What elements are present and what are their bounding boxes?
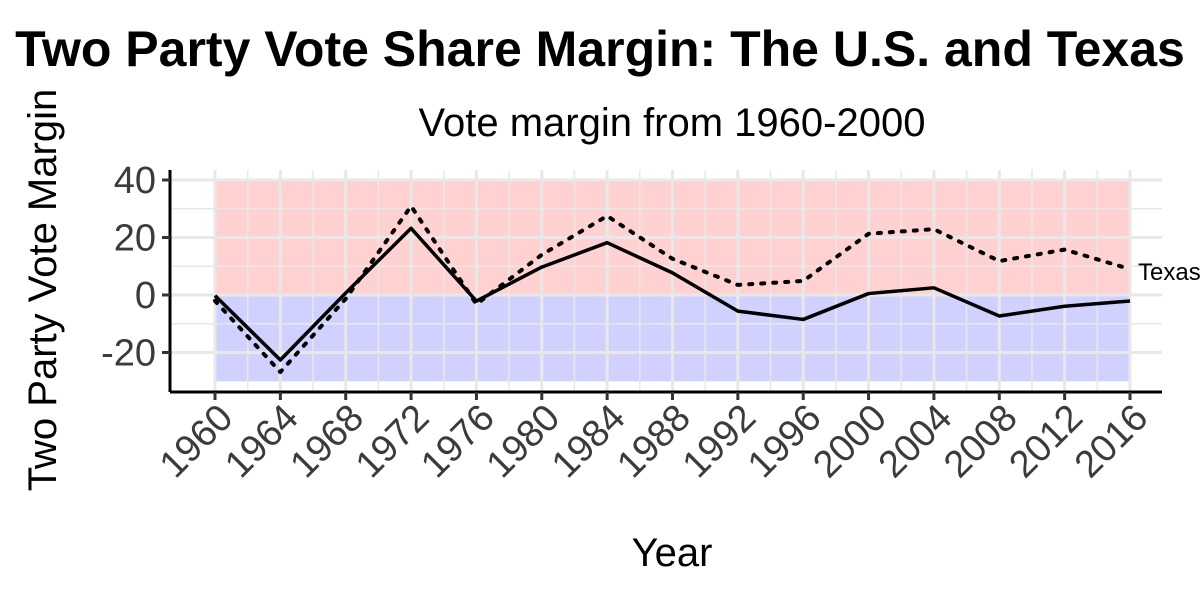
- y-axis-ticks: 40 20 0 -20: [101, 160, 170, 375]
- x-tick-label: 2008: [936, 397, 1025, 486]
- x-tick-label: 1960: [152, 397, 241, 486]
- x-tick-label: 2016: [1067, 397, 1156, 486]
- grid-lines: [170, 170, 1162, 392]
- x-tick-label: 1992: [675, 397, 764, 486]
- y-tick-label: 40: [114, 160, 156, 202]
- annotation-label: Texas: [1138, 259, 1200, 286]
- x-tick-label: 1984: [544, 397, 633, 486]
- x-tick-label: 1972: [348, 397, 437, 486]
- x-tick-label: 1996: [740, 397, 829, 486]
- x-tick-label: 2012: [1002, 397, 1091, 486]
- x-axis-title: Year: [632, 531, 713, 575]
- y-axis-title: Two Party Vote Margin: [21, 89, 65, 491]
- x-tick-label: 1980: [479, 397, 568, 486]
- x-tick-label: 1988: [609, 397, 698, 486]
- x-tick-label: 1968: [283, 397, 372, 486]
- y-tick-label: 20: [114, 218, 156, 260]
- series-line-solid: [213, 226, 1131, 362]
- x-axis-ticks: 1960196419681972197619801984198819921996…: [152, 392, 1156, 486]
- chart-subtitle: Vote margin from 1960-2000: [419, 101, 926, 145]
- y-tick-label: -20: [101, 333, 156, 375]
- x-tick-label: 1976: [413, 397, 502, 486]
- series-line-dotted: [213, 204, 1132, 375]
- x-tick-label: 2004: [871, 397, 960, 486]
- annotations: Texas: [1138, 259, 1200, 286]
- axes: [168, 170, 1162, 394]
- x-tick-label: 2000: [805, 397, 894, 486]
- x-tick-label: 1964: [217, 397, 306, 486]
- y-tick-label: 0: [135, 275, 156, 317]
- series-lines: [213, 204, 1132, 375]
- chart-title: Two Party Vote Share Margin: The U.S. an…: [15, 21, 1185, 77]
